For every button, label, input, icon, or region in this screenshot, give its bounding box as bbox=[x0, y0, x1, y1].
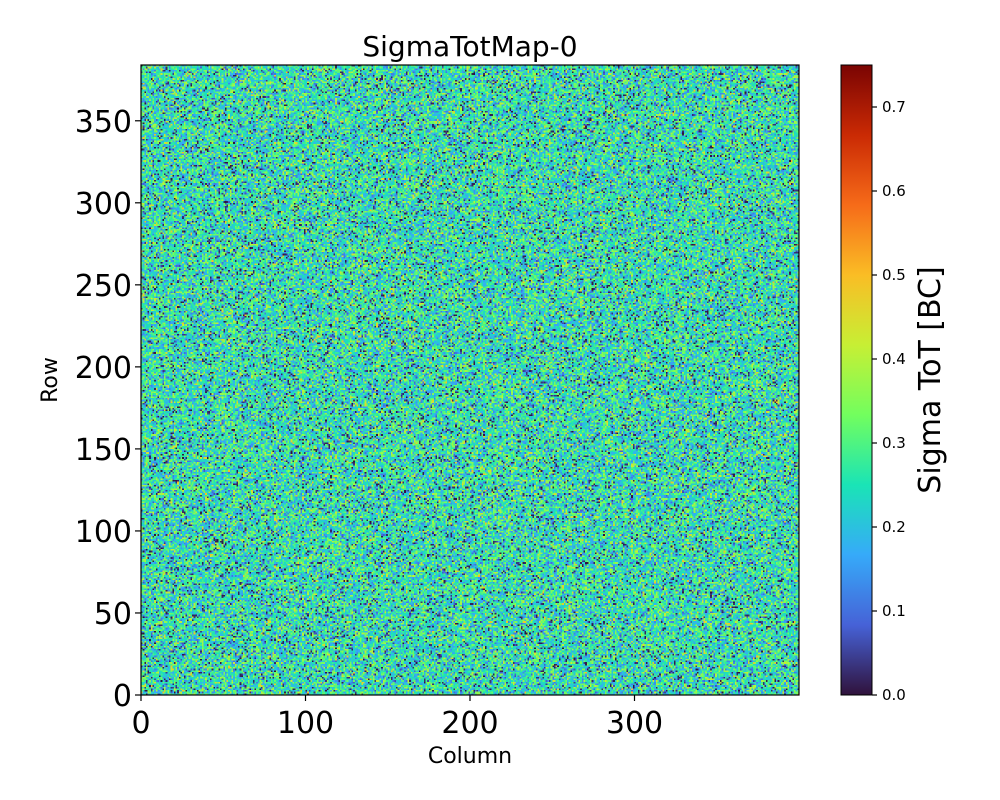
y-axis: 0 50 100 150 200 250 300 350 bbox=[75, 105, 141, 714]
colorbar-tick-label: 0.6 bbox=[882, 182, 906, 200]
y-tick-label: 300 bbox=[75, 187, 132, 222]
colorbar-tick-label: 0.7 bbox=[882, 98, 906, 116]
x-tick-label: 200 bbox=[441, 706, 498, 741]
y-tick-label: 50 bbox=[94, 597, 132, 632]
colorbar-tick-label: 0.2 bbox=[882, 518, 906, 536]
y-tick-label: 350 bbox=[75, 105, 132, 140]
colorbar-axis: 0.0 0.1 0.2 0.3 0.4 0.5 0.6 0.7 bbox=[872, 98, 906, 704]
colorbar-label: Sigma ToT [BC] bbox=[913, 266, 948, 493]
colorbar-tick-label: 0.5 bbox=[882, 266, 906, 284]
colorbar-tick-label: 0.4 bbox=[882, 350, 906, 368]
y-tick-label: 100 bbox=[75, 515, 132, 550]
y-axis-label: Row bbox=[38, 357, 63, 403]
y-tick-label: 0 bbox=[113, 679, 132, 714]
chart-title: SigmaTotMap-0 bbox=[362, 30, 577, 63]
y-tick-label: 250 bbox=[75, 269, 132, 304]
x-axis: 0 100 200 300 bbox=[131, 695, 663, 741]
y-tick-label: 150 bbox=[75, 433, 132, 468]
y-tick-label: 200 bbox=[75, 351, 132, 386]
colorbar-tick-label: 0.3 bbox=[882, 434, 906, 452]
colorbar bbox=[840, 64, 873, 696]
x-tick-label: 100 bbox=[277, 706, 334, 741]
colorbar-tick-label: 0.0 bbox=[882, 686, 906, 704]
x-tick-label: 0 bbox=[131, 706, 150, 741]
colorbar-tick-label: 0.1 bbox=[882, 602, 906, 620]
x-axis-label: Column bbox=[428, 744, 512, 769]
x-tick-label: 300 bbox=[606, 706, 663, 741]
heatmap-cells bbox=[141, 65, 799, 695]
heatmap bbox=[141, 65, 799, 695]
